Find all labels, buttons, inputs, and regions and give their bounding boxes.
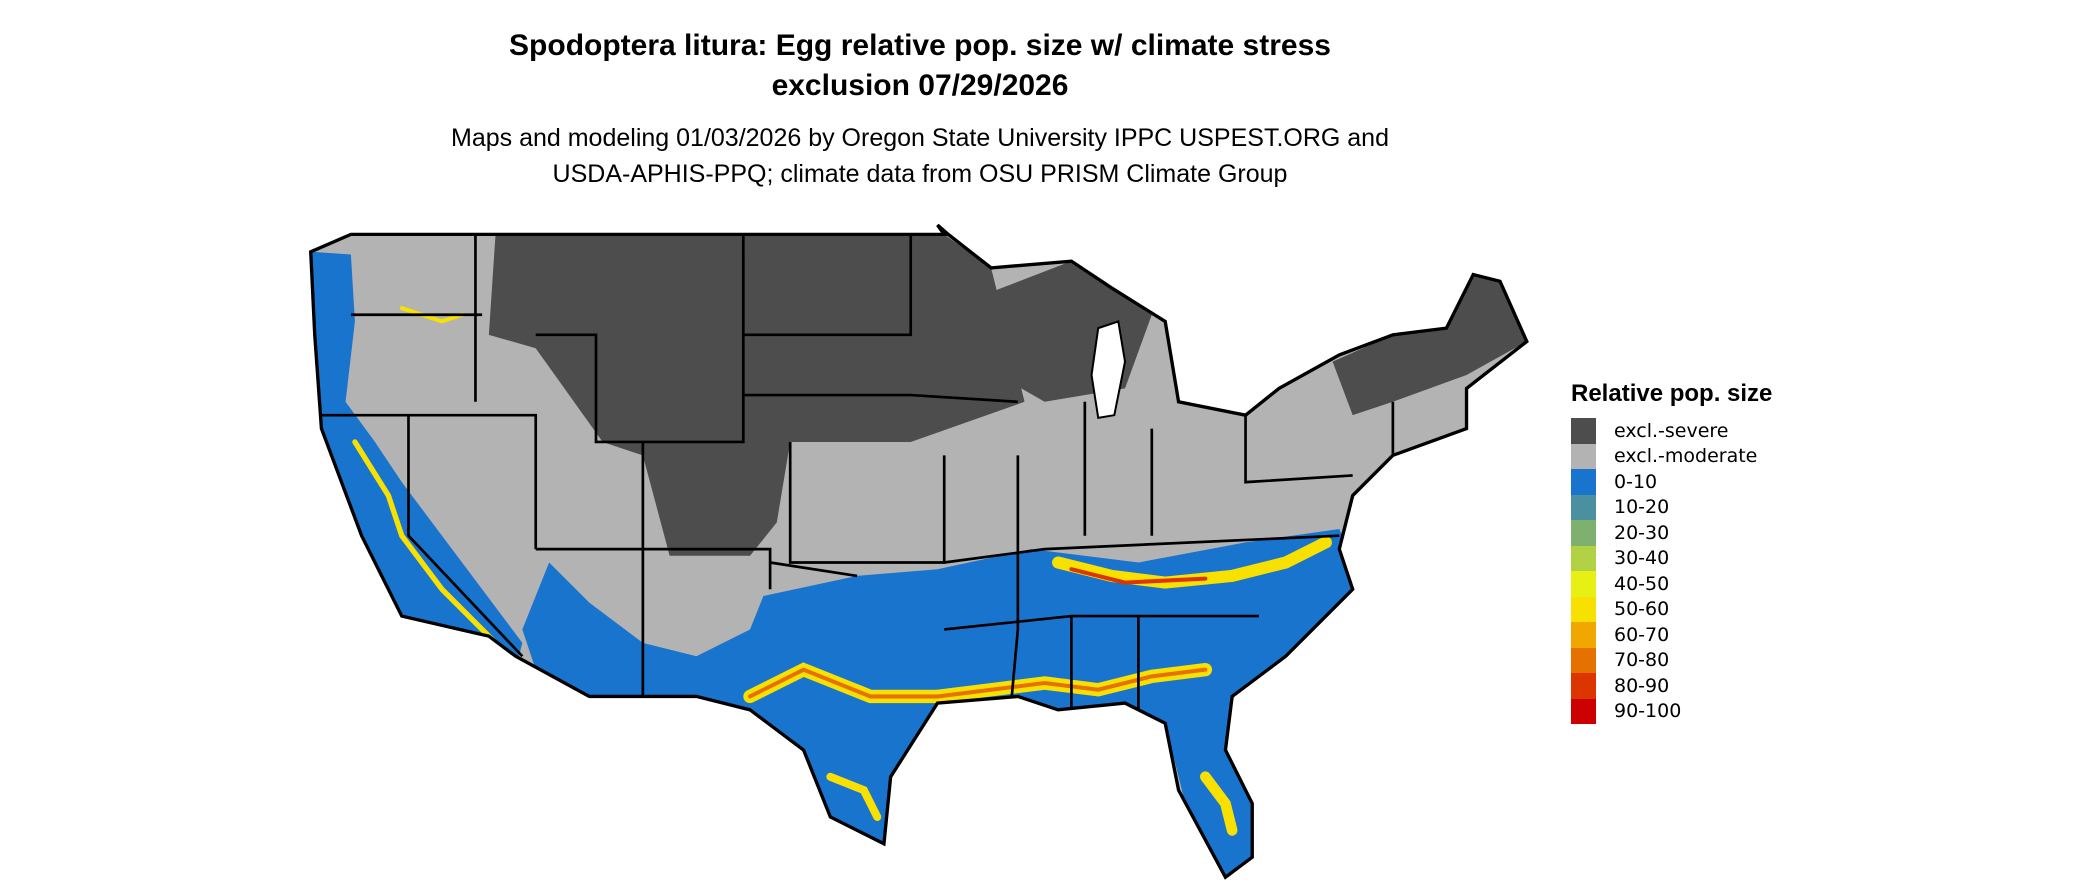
legend-label: 90-100 bbox=[1614, 700, 1682, 723]
legend-swatch bbox=[1571, 494, 1596, 520]
legend-swatch bbox=[1571, 596, 1596, 622]
legend-swatch bbox=[1571, 647, 1596, 673]
legend-swatch bbox=[1571, 622, 1596, 648]
legend-item: 30-40 bbox=[1571, 545, 1772, 571]
legend-item: 10-20 bbox=[1571, 494, 1772, 520]
legend-label: 30-40 bbox=[1614, 547, 1670, 570]
legend-swatch bbox=[1571, 443, 1596, 469]
state-borders bbox=[321, 234, 1395, 710]
legend-label: 10-20 bbox=[1614, 496, 1670, 519]
legend-title: Relative pop. size bbox=[1571, 380, 1773, 407]
legend-item: excl.-severe bbox=[1571, 418, 1772, 444]
legend-label: 20-30 bbox=[1614, 521, 1670, 544]
legend-label: 40-50 bbox=[1614, 572, 1670, 595]
legend-swatch bbox=[1571, 418, 1596, 444]
legend-swatch bbox=[1571, 545, 1596, 571]
legend-item: 80-90 bbox=[1571, 673, 1772, 699]
legend-label: excl.-moderate bbox=[1614, 445, 1758, 468]
legend-swatch bbox=[1571, 571, 1596, 597]
legend-label: 60-70 bbox=[1614, 623, 1670, 646]
legend-swatch bbox=[1571, 698, 1596, 724]
legend-item: 40-50 bbox=[1571, 571, 1772, 597]
map-title-line1: Spodoptera litura: Egg relative pop. siz… bbox=[509, 29, 1331, 62]
legend-label: excl.-severe bbox=[1614, 419, 1729, 442]
legend-swatch bbox=[1571, 469, 1596, 495]
high-suitability-streaks bbox=[352, 306, 1332, 836]
legend: Relative pop. size excl.-severe excl.-mod… bbox=[1571, 380, 1772, 724]
legend-label: 50-60 bbox=[1614, 598, 1670, 621]
legend-label: 80-90 bbox=[1614, 674, 1670, 697]
legend-item: 0-10 bbox=[1571, 469, 1772, 495]
legend-swatch bbox=[1571, 520, 1596, 546]
legend-item: 20-30 bbox=[1571, 520, 1772, 546]
legend-item: 50-60 bbox=[1571, 596, 1772, 622]
map-title-line2: exclusion 07/29/2026 bbox=[771, 69, 1069, 102]
map-subtitle-line1: Maps and modeling 01/03/2026 by Oregon S… bbox=[451, 124, 1389, 152]
region-excl-severe-newengland bbox=[1332, 274, 1527, 416]
lake-michigan bbox=[1090, 320, 1127, 420]
legend-label: 0-10 bbox=[1614, 470, 1658, 493]
map-subtitle-line2: USDA-APHIS-PPQ; climate data from OSU PR… bbox=[552, 160, 1288, 188]
us-outline bbox=[308, 223, 1529, 880]
legend-item: excl.-moderate bbox=[1571, 443, 1772, 469]
legend-swatch bbox=[1571, 673, 1596, 699]
legend-item: 90-100 bbox=[1571, 698, 1772, 724]
region-suitable-west bbox=[310, 251, 523, 670]
legend-item: 60-70 bbox=[1571, 622, 1772, 648]
legend-item: 70-80 bbox=[1571, 647, 1772, 673]
legend-label: 70-80 bbox=[1614, 649, 1670, 672]
